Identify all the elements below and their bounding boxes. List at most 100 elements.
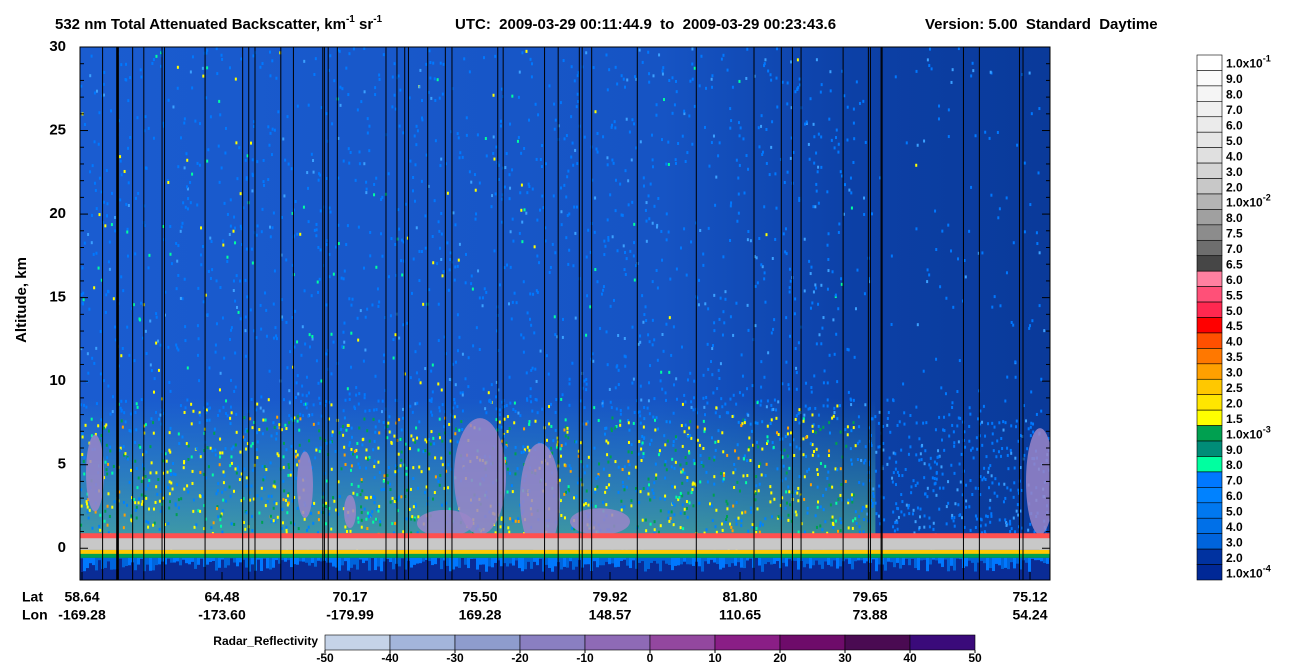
- speckle: [740, 424, 743, 428]
- speckle: [879, 522, 882, 526]
- speckle: [508, 427, 511, 431]
- speckle: [623, 337, 626, 341]
- speckle: [409, 487, 412, 491]
- speckle: [326, 239, 329, 243]
- speckle: [432, 436, 435, 440]
- speckle: [665, 322, 668, 326]
- speckle: [536, 218, 539, 222]
- speckle: [702, 252, 705, 256]
- speckle: [187, 490, 190, 494]
- speckle: [456, 132, 459, 136]
- speckle: [467, 356, 470, 360]
- speckle: [868, 460, 871, 464]
- speckle: [253, 125, 256, 129]
- speckle: [1015, 419, 1018, 423]
- speckle: [711, 344, 714, 348]
- speckle: [560, 444, 563, 448]
- speckle: [472, 344, 475, 348]
- sub-surface-column: [647, 557, 650, 570]
- speckle: [330, 332, 333, 336]
- speckle: [269, 225, 272, 229]
- speckle: [846, 105, 849, 109]
- speckle: [147, 525, 150, 529]
- speckle: [348, 441, 351, 445]
- speckle: [826, 190, 829, 194]
- speckle: [526, 191, 529, 195]
- speckle: [900, 448, 903, 452]
- speckle: [417, 515, 420, 519]
- speckle: [315, 222, 318, 226]
- speckle: [84, 423, 87, 427]
- sub-surface-column: [707, 557, 710, 564]
- speckle: [438, 96, 441, 100]
- sub-surface-column: [668, 557, 671, 566]
- speckle: [427, 437, 430, 441]
- speckle: [303, 59, 306, 63]
- sub-surface-column: [143, 557, 146, 572]
- speckle: [623, 505, 626, 509]
- sub-surface-column: [701, 557, 704, 572]
- speckle: [594, 196, 597, 200]
- speckle: [647, 492, 650, 496]
- speckle: [758, 464, 761, 468]
- speckle: [737, 516, 740, 520]
- speckle: [585, 382, 588, 386]
- speckle: [672, 440, 675, 444]
- speckle: [655, 103, 658, 107]
- speckle: [153, 521, 156, 525]
- speckle: [119, 198, 122, 202]
- sub-surface-column: [752, 557, 755, 568]
- speckle: [580, 478, 583, 482]
- speckle: [862, 99, 865, 103]
- speckle: [111, 505, 114, 509]
- speckle: [235, 471, 238, 475]
- speckle: [203, 431, 206, 435]
- speckle: [743, 454, 746, 458]
- sub-surface-column: [725, 557, 728, 565]
- speckle: [656, 286, 659, 290]
- speckle: [149, 363, 152, 367]
- sub-surface-column: [434, 557, 437, 565]
- speckle: [758, 236, 761, 240]
- speckle: [330, 403, 333, 407]
- speckle: [512, 239, 515, 243]
- speckle: [502, 432, 505, 436]
- sub-surface-column: [815, 557, 818, 561]
- speckle: [589, 250, 592, 254]
- speckle: [566, 430, 569, 434]
- speckle: [700, 54, 703, 58]
- speckle: [819, 427, 822, 431]
- speckle: [226, 260, 229, 264]
- speckle: [343, 416, 346, 420]
- speckle: [308, 391, 311, 395]
- speckle: [196, 324, 199, 328]
- speckle: [815, 58, 818, 62]
- speckle: [152, 390, 155, 394]
- speckle: [330, 372, 333, 376]
- speckle: [251, 158, 254, 162]
- speckle: [465, 252, 468, 256]
- speckle: [245, 476, 248, 480]
- speckle: [384, 426, 387, 430]
- speckle: [235, 430, 238, 434]
- speckle: [937, 455, 940, 459]
- speckle: [111, 395, 114, 399]
- speckle: [766, 424, 769, 428]
- speckle: [387, 421, 390, 425]
- speckle: [713, 321, 716, 325]
- speckle: [714, 203, 717, 207]
- sub-surface-column: [863, 557, 866, 564]
- speckle: [648, 340, 651, 344]
- speckle: [249, 141, 252, 145]
- speckle: [860, 458, 863, 462]
- speckle: [267, 125, 270, 129]
- speckle: [183, 277, 186, 281]
- speckle: [90, 54, 93, 58]
- speckle: [162, 121, 165, 125]
- speckle: [453, 401, 456, 405]
- speckle: [344, 463, 347, 467]
- speckle: [903, 513, 906, 517]
- speckle: [93, 181, 96, 185]
- speckle: [340, 467, 343, 471]
- speckle: [863, 292, 866, 296]
